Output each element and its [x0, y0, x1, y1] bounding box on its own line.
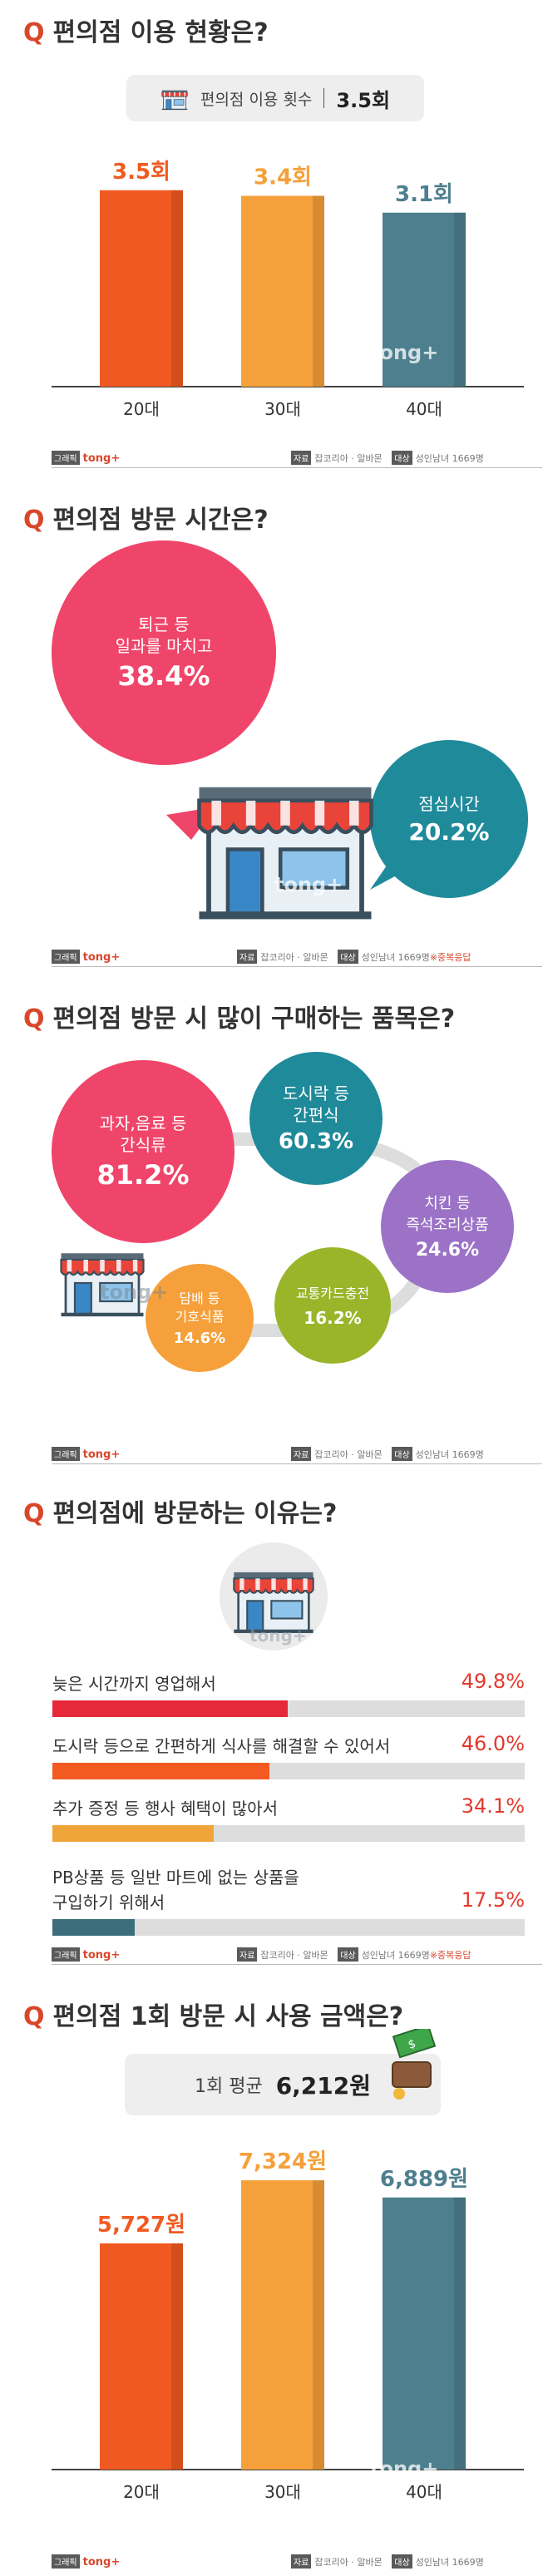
bubble-after-work: 퇴근 등 일과를 마치고 38.4% [52, 540, 276, 765]
reason-bar [52, 1919, 136, 1936]
section1-footer-right: 자료 잡코리아 · 알바몬 대상 성인남녀 1669명 [291, 451, 484, 465]
section3-footer-left: 그래픽 tong+ [52, 1447, 120, 1461]
bar-value-label: 5,727원 [97, 2213, 185, 2238]
usage-badge: 편의점 이용 횟수 3.5회 [126, 75, 424, 121]
section3-title: Q 편의점 방문 시 많이 구매하는 품목은? [23, 1004, 456, 1034]
bar-value-label: 3.5회 [112, 160, 170, 185]
reason-text: 늦은 시간까지 영업해서 [52, 1674, 216, 1694]
store-icon [190, 757, 381, 923]
usage-badge-value: 3.5회 [336, 88, 391, 112]
bar [100, 2243, 183, 2470]
reason-bar [52, 1763, 270, 1779]
reason-track [52, 1825, 525, 1842]
spend-chart: 5,727원 20대 7,324원 30대 6,889원 40대 [52, 2149, 524, 2502]
reason-value: 17.5% [461, 1888, 525, 1912]
bubble-tobacco: 담배 등 기호식품 14.6% [146, 1264, 254, 1372]
bar-shade [171, 2243, 183, 2470]
reason-bar [52, 1700, 288, 1717]
section2-title: Q 편의점 방문 시간은? [23, 506, 269, 535]
reason-track [52, 1763, 525, 1779]
section1-title: Q 편의점 이용 현황은? [23, 18, 269, 47]
bubble-lunch: 점심시간 20.2% [370, 740, 528, 898]
usage-chart: 3.5회 20대 3.4회 30대 3.1회 40대 [52, 160, 524, 419]
reason-value: 46.0% [461, 1732, 525, 1755]
category-label: 30대 [264, 399, 301, 419]
bar [241, 2180, 324, 2470]
store-icon [230, 1559, 318, 1634]
watermark: tong+ [370, 2457, 439, 2480]
reason-track [52, 1919, 525, 1936]
bar [241, 195, 324, 387]
section3-footer-right: 자료 잡코리아 · 알바몬 대상 성인남녀 1669명 [291, 1447, 484, 1461]
section4-footer-right: 자료 잡코리아 · 알바몬 대상 성인남녀 1669명※중복응답 [237, 1947, 471, 1962]
bar-shade [454, 212, 466, 387]
bar-value-label: 6,889원 [380, 2167, 468, 2192]
reason-text: PB상품 등 일반 마트에 없는 상품을 [52, 1868, 299, 1888]
section4-footer-left: 그래픽 tong+ [52, 1947, 120, 1962]
section5-title: Q 편의점 1회 방문 시 사용 금액은? [23, 2002, 404, 2031]
reason-value: 49.8% [461, 1670, 525, 1693]
bar [383, 2197, 466, 2470]
watermark: tong+ [100, 1281, 169, 1304]
bar-value-label: 7,324원 [239, 2149, 327, 2174]
reason-value: 34.1% [461, 1794, 525, 1818]
bar-shade [454, 2197, 466, 2470]
watermark: tong+ [249, 1626, 307, 1646]
bar-shade [313, 195, 324, 387]
reason-text: 도시락 등으로 간편하게 식사를 해결할 수 있어서 [52, 1736, 391, 1756]
reason-text: 구입하기 위해서 [52, 1893, 165, 1912]
section2-footer-left: 그래픽 tong+ [52, 950, 120, 964]
bar [100, 190, 183, 387]
bubble-lunchbox: 도시락 등 간편식 60.3% [249, 1052, 383, 1185]
reason-track [52, 1700, 525, 1717]
category-label: 40대 [406, 2482, 442, 2502]
category-label: 40대 [406, 399, 442, 419]
watermark: tong+ [370, 341, 439, 364]
category-label: 20대 [123, 399, 160, 419]
bubble-snacks: 과자,음료 등 간식류 81.2% [52, 1060, 234, 1243]
bar-shade [313, 2180, 324, 2470]
reason-text: 추가 증정 등 행사 혜택이 많아서 [52, 1799, 278, 1818]
bubble-transit-card: 교통카드충전 16.2% [274, 1247, 391, 1364]
spend-badge-label: 1회 평균 [194, 2076, 263, 2097]
section4-title: Q 편의점에 방문하는 이유는? [23, 1499, 338, 1528]
store-icon [160, 86, 189, 111]
spend-badge-value: 6,212원 [275, 2072, 372, 2100]
bar [383, 212, 466, 387]
bar-shade [171, 190, 183, 387]
category-label: 30대 [264, 2482, 301, 2502]
watermark: tong+ [274, 873, 343, 896]
section2-footer-right: 자료 잡코리아 · 알바몬 대상 성인남녀 1669명※중복응답 [237, 950, 471, 964]
bar-value-label: 3.4회 [254, 165, 312, 190]
bubble-chicken: 치킨 등 즉석조리상품 24.6% [381, 1160, 514, 1293]
store-icon [57, 1239, 148, 1318]
section5-footer-left: 그래픽 tong+ [52, 2554, 120, 2569]
section1-footer-left: 그래픽 tong+ [52, 451, 120, 465]
category-label: 20대 [123, 2482, 160, 2502]
section5-footer-right: 자료 잡코리아 · 알바몬 대상 성인남녀 1669명 [291, 2554, 484, 2569]
wallet-money-icon: $ [392, 2029, 437, 2100]
usage-badge-label: 편의점 이용 횟수 [200, 90, 313, 109]
bar-value-label: 3.1회 [395, 182, 453, 207]
spend-badge: 1회 평균 6,212원 [125, 2054, 441, 2115]
reason-bar [52, 1825, 214, 1842]
